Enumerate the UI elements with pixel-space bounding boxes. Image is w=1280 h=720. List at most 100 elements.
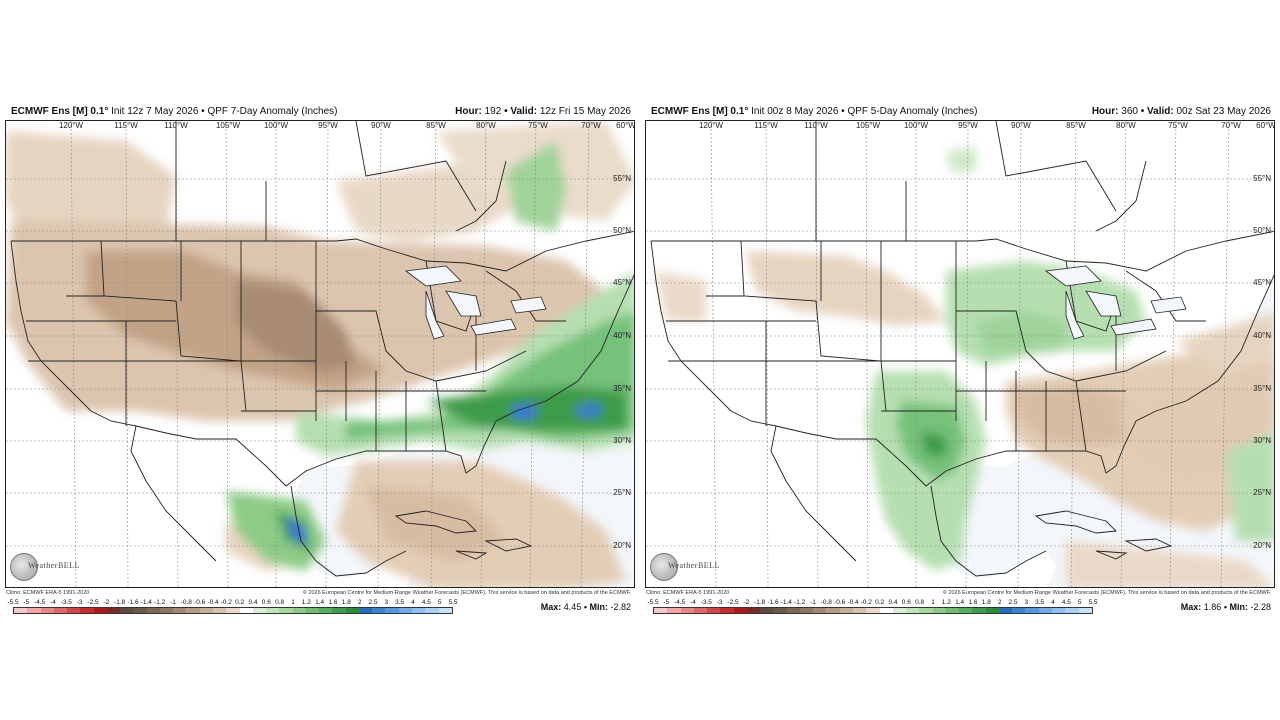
anomaly-field [6,121,634,587]
boundaries [650,121,1274,577]
graticule [646,121,1274,587]
colorbar-swatch [972,608,986,613]
latitude-label: 20°N [613,541,631,550]
latitude-label: 25°N [613,488,631,497]
longitude-label: 70°W [1221,121,1241,130]
colorbar-tick-label: 0.4 [888,599,898,606]
panel-header: ECMWF Ens [M] 0.1° Init 00z 8 May 2026 •… [645,104,1275,119]
min-value: -2.28 [1250,602,1271,612]
longitude-label: 110°W [804,121,828,130]
panel-footer: Climo: ECMWF ERA-5 1991-2020 © 2026 Euro… [5,589,635,599]
colorbar-swatch [345,608,359,613]
great-lakes [404,265,547,340]
great-lakes [1044,265,1187,340]
latitude-label: 45°N [613,278,631,287]
longitude-label: 85°W [426,121,446,130]
max-min-readout: Max: 4.45 • Min: -2.82 [541,602,631,612]
colorbar-tick-label: 4.5 [421,599,431,606]
model-name: ECMWF Ens [M] 0.1° [11,106,109,117]
colorbar-swatch [226,608,240,613]
colorbar-swatch [879,608,893,613]
longitude-label: 115°W [114,121,138,130]
colorbar-tick-label: -5.5 [647,599,659,606]
colorbar-swatch [411,608,426,613]
colorbar-swatch [14,608,28,613]
longitude-label: 100°W [903,121,929,130]
anomaly-map[interactable]: 120°W 115°W 110°W 105°W 100°W 95°W 90°W 85°W 80°… [5,120,635,588]
latitude-label: 55°N [1253,174,1271,183]
colorbar-swatch [120,608,134,613]
weatherbell-logo: WeatherBELL [650,553,719,581]
boundaries [10,121,634,577]
colorbar-swatch [133,608,147,613]
colorbar-tick-label: 0.6 [901,599,911,606]
anomaly-field [656,146,1274,587]
colorbar-swatch [385,608,399,613]
colorbar-swatch [707,608,721,613]
longitude-label: 80°W [1116,121,1136,130]
colorbar-tick-label: 0.2 [235,599,245,606]
colorbar-tick-label: 0.4 [248,599,258,606]
colorbar-swatch [786,608,800,613]
latitude-label: 35°N [1253,384,1271,393]
valid-time: 12z Fri 15 May 2026 [539,106,631,117]
longitude-label: 95°W [958,121,978,130]
colorbar-tick-label: -0.6 [834,599,846,606]
colorbar-swatch [80,608,94,613]
colorbar-tick-label: -4.5 [34,599,46,606]
panel-header: ECMWF Ens [M] 0.1° Init 12z 7 May 2026 •… [5,104,635,119]
colorbar-tick-label: -0.2 [220,599,232,606]
colorbar-tick-label: -3 [76,599,83,606]
max-value: 4.45 [563,602,582,612]
longitude-label: 120°W [58,121,84,130]
colorbar-swatch [985,608,999,613]
colorbar-ticks: -5.5 -5 -4.5 -4 -3.5 -3 -2.5 -2 -1.8 -1.6 -1.4 -1.2… [7,599,457,607]
colorbar-tick-label: -1.8 [754,599,766,606]
longitude-label: 75°W [1168,121,1188,130]
colorbar-tick-label: 4 [411,599,415,606]
max-value: 1.86 [1203,602,1222,612]
anomaly-map[interactable]: 120°W 115°W 110°W 105°W 100°W 95°W 90°W 85°W 80°… [645,120,1275,588]
colorbar-tick-label: -5.5 [7,599,19,606]
longitude-label: 100°W [263,121,289,130]
colorbar-swatch [932,608,946,613]
colorbar-swatch [826,608,840,613]
longitude-label: 75°W [528,121,548,130]
latitude-label: 50°N [1253,226,1271,235]
longitude-label: 70°W [581,121,601,130]
map-canvas [646,121,1274,587]
colorbar-ticks: -5.5 -5 -4.5 -4 -3.5 -3 -2.5 -2 -1.8 -1.6 -1.4 -1.2… [647,599,1097,607]
forecast-panel-left: ECMWF Ens [M] 0.1° Init 12z 7 May 2026 •… [5,104,635,616]
latitude-label: 40°N [613,331,631,340]
colorbar-swatch [1025,608,1039,613]
colorbar-tick-label: -2.5 [87,599,99,606]
colorbar-tick-label: 1 [291,599,295,606]
colorbar-tick-label: 1.4 [315,599,325,606]
colorbar-swatch [40,608,54,613]
colorbar-tick-label: 4.5 [1061,599,1071,606]
hour-label: Hour: [1091,106,1119,117]
colorbar-swatch [398,608,412,613]
copyright: © 2026 European Centre for Medium-Range … [302,590,631,596]
longitude-label: 105°W [215,121,241,130]
colorbar-swatch [799,608,814,613]
latitude-label: 35°N [613,384,631,393]
colorbar-tick-label: -1 [170,599,176,606]
colorbar-tick-label: -0.8 [180,599,192,606]
colorbar-tick-label: -1.4 [140,599,152,606]
colorbar-swatch [438,608,452,613]
colorbar-swatch [266,608,280,613]
colorbar-tick-label: 3 [384,599,389,606]
colorbar-tick-label: 1.8 [981,599,991,606]
longitude-label: 90°W [1011,121,1031,130]
colorbar-tick-label: -4.5 [674,599,686,606]
colorbar-tick-label: 2.5 [368,599,378,606]
colorbar-swatch [1051,608,1066,613]
latitude-label: 45°N [1253,278,1271,287]
logo-text: WeatherBELL [668,561,720,570]
colorbar-tick-label: 1.8 [341,599,351,606]
colorbar-swatch [813,608,827,613]
colorbar-swatch [1038,608,1052,613]
colorbar-tick-label: 3.5 [395,599,405,606]
valid-label: • Valid: [504,106,538,117]
